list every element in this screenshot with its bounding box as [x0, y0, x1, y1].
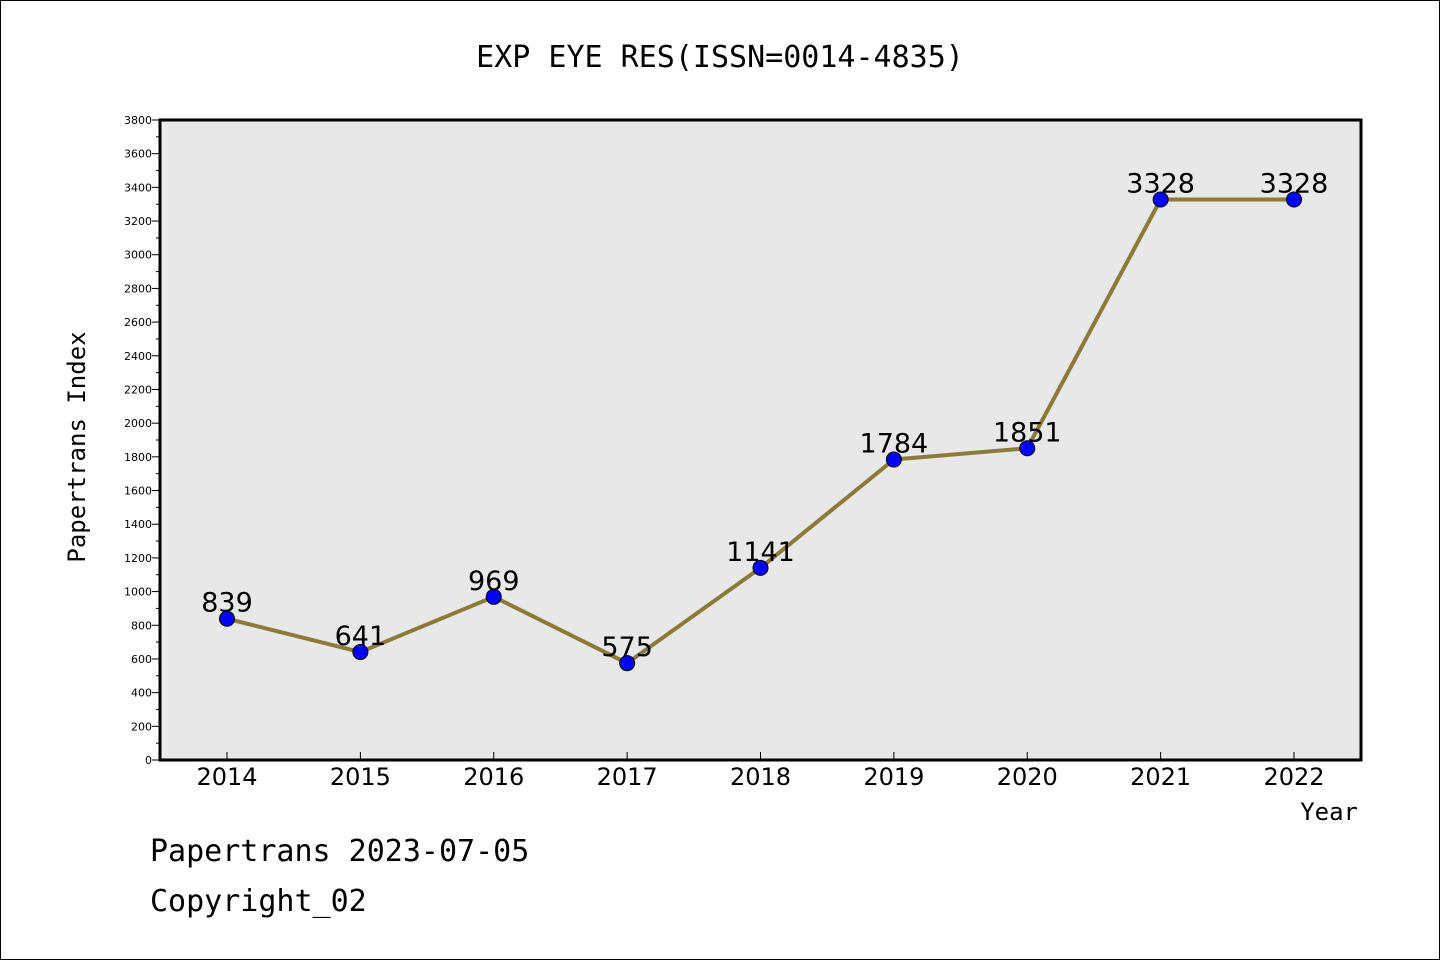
data-label: 575	[601, 632, 653, 663]
y-tick-label: 1200	[124, 552, 152, 565]
data-label: 1851	[993, 417, 1062, 448]
data-label: 641	[335, 621, 387, 652]
x-tick-label: 2016	[463, 763, 524, 791]
data-point	[752, 559, 769, 576]
data-label: 839	[201, 588, 253, 619]
y-tick-label: 3800	[124, 114, 152, 127]
y-tick-label: 2000	[124, 417, 152, 430]
y-tick-label: 600	[131, 653, 152, 666]
series-layer	[219, 191, 1302, 672]
y-tick-label: 1400	[124, 518, 152, 531]
chart-title: EXP EYE RES(ISSN=0014-4835)	[476, 40, 964, 75]
y-tick-label: 3200	[124, 215, 152, 228]
data-point	[352, 644, 369, 661]
data-point	[1152, 191, 1169, 208]
data-labels: 839 641 969 575 1141 1784 1851 3328 3328	[201, 168, 1328, 663]
y-tick-label: 3400	[124, 181, 152, 194]
x-tick-label: 2021	[1130, 763, 1191, 791]
data-point	[1286, 191, 1302, 208]
y-tick-label: 2400	[124, 350, 152, 363]
y-tick-label: 1600	[124, 485, 152, 498]
y-tick-label: 2200	[124, 383, 152, 396]
data-label: 3328	[1126, 168, 1195, 199]
footer-date: Papertrans 2023-07-05	[150, 834, 530, 869]
x-tick-label: 2018	[730, 763, 791, 791]
y-tick-label: 2800	[124, 282, 152, 295]
y-tick-label: 1800	[124, 451, 152, 464]
y-tick-label: 3600	[124, 148, 152, 161]
x-axis: 2014 2015 2016 2017 2018 2019 2020 2021 2022	[196, 752, 1325, 791]
data-label: 3328	[1260, 168, 1329, 199]
y-axis-label: Papertrans Index	[63, 331, 91, 562]
footer-copyright: Copyright_02	[150, 884, 367, 919]
x-tick-label: 2017	[597, 763, 658, 791]
data-point	[219, 610, 235, 627]
y-tick-label: 800	[131, 619, 152, 632]
y-tick-label: 1000	[124, 586, 152, 599]
x-tick-label: 2022	[1263, 763, 1324, 791]
y-tick-label: 200	[131, 720, 152, 733]
data-point	[619, 655, 636, 672]
y-axis: 0 200 400 600 800 1000 1200 1400 1600 1800 2000 220…	[124, 114, 160, 767]
y-tick-label: 0	[145, 754, 152, 767]
data-label: 1784	[860, 429, 929, 460]
x-tick-label: 2014	[196, 763, 257, 791]
data-label: 969	[468, 566, 520, 597]
y-tick-label: 400	[131, 687, 152, 700]
x-tick-label: 2015	[330, 763, 391, 791]
x-axis-label: Year	[1300, 798, 1358, 826]
data-label: 1141	[726, 537, 795, 568]
y-tick-label: 3000	[124, 249, 152, 262]
y-tick-label: 2600	[124, 316, 152, 329]
data-point	[885, 451, 902, 468]
x-tick-label: 2019	[863, 763, 924, 791]
plot-area	[158, 118, 1363, 762]
data-point	[1019, 440, 1036, 457]
data-point	[485, 588, 502, 605]
x-tick-label: 2020	[997, 763, 1058, 791]
